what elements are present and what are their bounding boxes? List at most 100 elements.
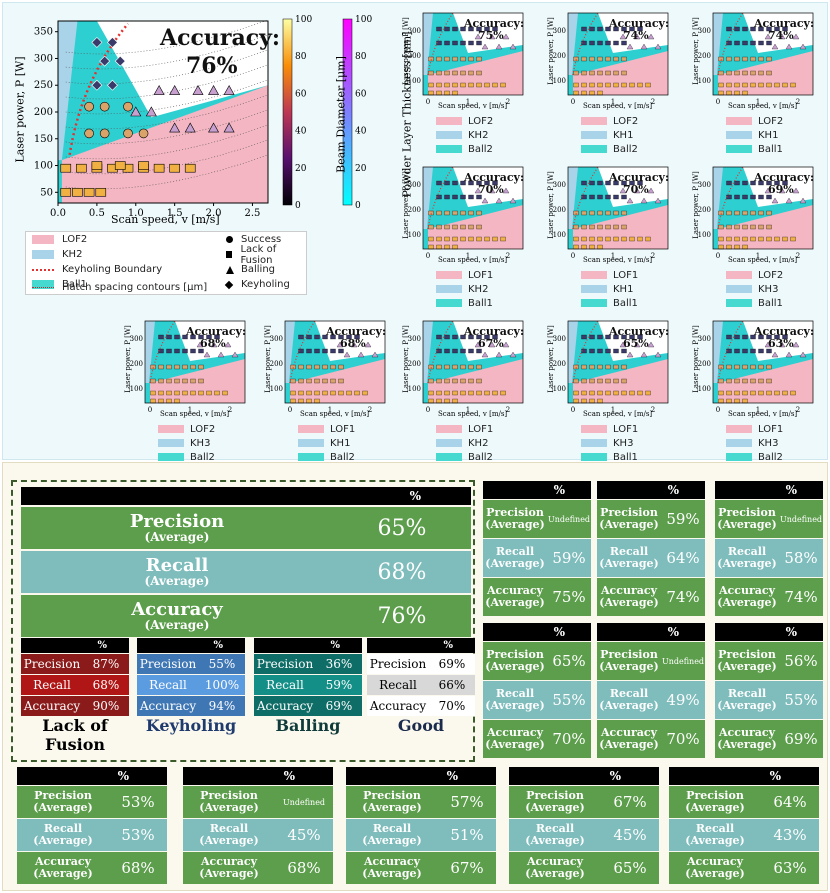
small-point (330, 378, 336, 384)
small-point (581, 378, 587, 384)
metric-value: 59% (666, 510, 700, 528)
small-point (468, 364, 474, 370)
small-point (460, 194, 466, 200)
small-point (637, 26, 643, 32)
small-point (742, 398, 748, 404)
small-point (581, 82, 587, 88)
small-point (468, 224, 474, 230)
metrics-section: % Precision (Average) 65% Recall (Average) 68… (2, 462, 828, 891)
small-point (330, 390, 336, 396)
small-point (621, 334, 627, 340)
small-point (492, 334, 498, 340)
small-point (509, 351, 517, 358)
y-tick-label: 100 (34, 161, 53, 172)
small-legend-item: KH1 (758, 129, 779, 141)
small-point (734, 56, 740, 62)
small-y-tick: 200 (130, 360, 143, 368)
small-acc-value: 68% (340, 337, 366, 350)
small-point (436, 70, 442, 76)
small-point (338, 348, 344, 354)
small-point (734, 224, 740, 230)
small-point (613, 40, 619, 46)
small-point (750, 236, 756, 242)
small-point (150, 364, 156, 370)
small-point (589, 70, 595, 76)
point-keyholing (107, 36, 118, 48)
class-table-header: % (367, 638, 475, 653)
small-point (726, 244, 732, 250)
small-point (637, 180, 643, 186)
point-success (84, 101, 94, 112)
small-legend-item: KH1 (330, 437, 351, 449)
small-legend: LOF2 KH1 Ball2 (581, 114, 653, 156)
class-metric-value: 59% (325, 678, 353, 692)
small-point (357, 351, 365, 358)
small-chart-5: 0 1 2 100 200 300 Scan speed, v [m/s] Laser pow… (541, 161, 681, 311)
small-point (645, 82, 651, 88)
small-chart-svg: 0 1 2 100 200 300 (408, 166, 524, 260)
metric-table-2: % Precision (Average) 59% Recall (Average) 64%… (597, 481, 705, 616)
small-point (647, 33, 655, 40)
point-keyholing (107, 79, 118, 91)
class-metric-value: 100% (204, 678, 240, 692)
point-lack-of-fusion (72, 187, 83, 197)
small-y-tick: 200 (553, 52, 566, 60)
small-point (428, 236, 434, 242)
small-point (495, 197, 503, 204)
small-point (460, 334, 466, 340)
small-point (474, 341, 482, 348)
small-point (758, 378, 764, 384)
small-point (460, 348, 466, 354)
small-point (613, 364, 619, 370)
small-x-tick: 0 (148, 406, 152, 414)
small-point (460, 378, 466, 384)
small-x-tick: 1 (466, 98, 470, 106)
small-point (774, 236, 780, 242)
small-point (343, 351, 351, 358)
small-point (750, 390, 756, 396)
point-lack-of-fusion (169, 163, 180, 173)
metric-value: 57% (450, 793, 484, 811)
small-chart-10: 0 1 2 100 200 300 Scan speed, v [m/s] Laser pow… (541, 315, 681, 465)
small-point (758, 82, 764, 88)
small-point (166, 390, 172, 396)
metric-table-header: % (597, 623, 705, 641)
small-y-tick: 300 (553, 335, 566, 343)
small-point (500, 82, 506, 88)
small-legend: LOF1 KH1 Ball2 (298, 422, 370, 464)
metric-value: 63% (773, 859, 807, 877)
colorbar-powder-layer (342, 18, 353, 206)
small-point (718, 364, 724, 370)
small-point (605, 348, 611, 354)
small-ylabel: Laser power, P [W] (547, 17, 555, 85)
small-acc-label: Accuracy: (754, 171, 815, 184)
metric-value: 55% (552, 691, 586, 709)
point-lack-of-fusion (83, 187, 95, 197)
small-point (758, 194, 764, 200)
small-point (726, 224, 732, 230)
small-point (306, 334, 312, 340)
small-point (718, 90, 724, 96)
small-acc-value: 67% (478, 337, 504, 350)
small-point (766, 210, 772, 216)
small-x-tick: 1 (328, 406, 332, 414)
point-lack-of-fusion (153, 163, 165, 173)
small-point (758, 334, 764, 340)
small-point (476, 334, 482, 340)
small-point (597, 348, 603, 354)
small-point (444, 70, 450, 76)
small-acc-label: Accuracy: (609, 325, 670, 338)
small-legend-item: LOF2 (758, 115, 784, 127)
metric-table-1: % Precision (Average) Undefined Recall (Avera… (483, 481, 591, 616)
small-point (492, 180, 498, 186)
small-point (605, 236, 611, 242)
small-point (742, 390, 748, 396)
small-point (597, 364, 603, 370)
legend-lof2: LOF2 (62, 234, 88, 245)
small-point (573, 236, 579, 242)
small-point (488, 341, 496, 348)
small-y-tick: 200 (270, 360, 283, 368)
small-point (190, 378, 196, 384)
small-acc-value: 65% (623, 337, 649, 350)
small-point (597, 398, 603, 404)
